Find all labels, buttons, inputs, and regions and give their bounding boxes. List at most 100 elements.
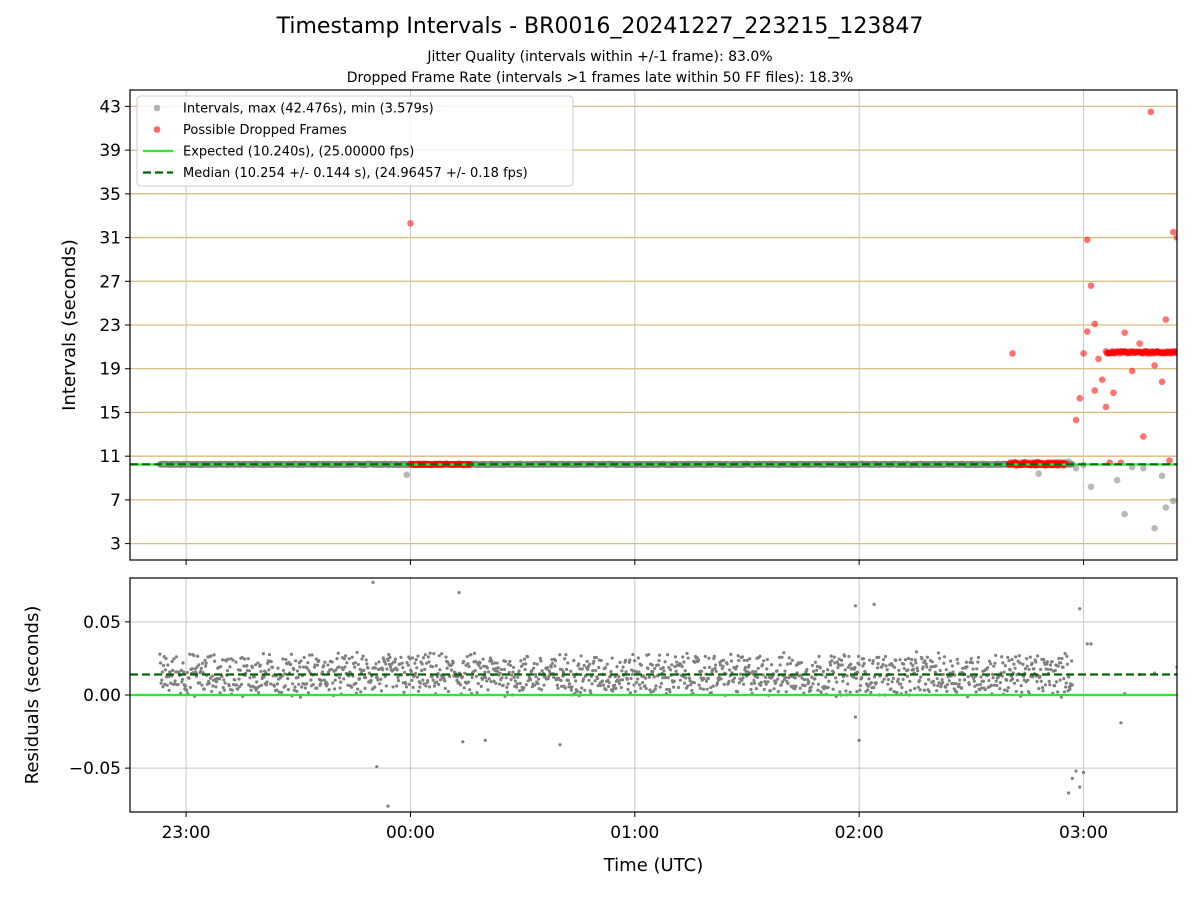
data-point: [1186, 349, 1193, 356]
data-point: [802, 691, 806, 695]
data-point: [159, 681, 163, 685]
data-point: [1089, 642, 1093, 646]
data-point: [343, 665, 347, 669]
data-point: [221, 685, 225, 690]
data-point: [457, 680, 461, 685]
data-point: [200, 661, 205, 666]
data-point: [1158, 472, 1166, 480]
data-point: [277, 690, 281, 694]
data-point: [752, 681, 757, 685]
data-point: [292, 667, 296, 672]
data-point: [861, 657, 866, 661]
data-point: [511, 665, 516, 670]
data-point: [762, 687, 766, 691]
data-point: [915, 666, 919, 670]
data-point: [869, 690, 873, 695]
data-point: [1028, 655, 1032, 659]
data-point: [1053, 684, 1057, 688]
data-point: [497, 682, 502, 686]
data-point: [1121, 510, 1128, 518]
data-point: [310, 653, 314, 657]
data-point: [1119, 721, 1123, 725]
data-point: [962, 678, 967, 682]
data-point: [1065, 654, 1069, 658]
data-point: [919, 675, 923, 679]
data-point: [886, 682, 890, 686]
data-point: [742, 682, 746, 686]
data-point: [518, 689, 522, 693]
data-point: [1188, 348, 1195, 355]
data-point: [816, 688, 820, 692]
data-point: [784, 690, 788, 694]
data-point: [170, 659, 174, 664]
data-point: [1025, 657, 1029, 661]
data-point: [958, 678, 962, 682]
data-point: [402, 690, 406, 694]
data-point: [374, 662, 378, 666]
data-point: [1072, 416, 1080, 424]
data-point: [659, 667, 663, 671]
data-point: [496, 669, 500, 674]
data-point: [692, 681, 696, 685]
data-point: [493, 661, 497, 665]
data-point: [990, 672, 995, 676]
data-point: [408, 657, 412, 661]
data-point: [337, 676, 342, 680]
legend-label: Possible Dropped Frames: [183, 123, 347, 138]
data-point: [323, 660, 327, 664]
data-point: [281, 668, 286, 673]
data-point: [936, 651, 940, 655]
data-point: [395, 684, 399, 688]
data-point: [598, 684, 603, 688]
data-point: [185, 689, 189, 693]
data-point: [900, 685, 904, 690]
data-point: [644, 686, 648, 691]
data-point: [905, 674, 909, 678]
data-point: [1180, 348, 1187, 355]
x-tick-label: 01:00: [610, 823, 659, 843]
data-point: [226, 657, 230, 661]
data-point: [700, 669, 704, 673]
data-point: [162, 655, 166, 659]
data-point: [835, 660, 839, 664]
data-point: [719, 677, 723, 681]
legend: Intervals, max (42.476s), min (3.579s) Po…: [136, 95, 574, 187]
data-point: [209, 654, 213, 658]
data-point: [402, 670, 407, 674]
data-point: [872, 602, 876, 606]
data-point: [259, 669, 263, 674]
data-point: [939, 685, 943, 689]
data-point: [536, 677, 541, 681]
data-point: [737, 681, 741, 685]
data-point: [1005, 689, 1009, 693]
data-point: [752, 678, 756, 682]
data-point: [869, 680, 874, 685]
data-point: [610, 656, 614, 660]
data-point: [703, 654, 707, 658]
data-point: [746, 670, 750, 674]
data-point: [876, 662, 880, 666]
data-point: [395, 668, 399, 672]
data-point: [1059, 695, 1063, 699]
y-tick-label: 11: [99, 447, 121, 467]
data-point: [923, 659, 927, 663]
data-point: [570, 685, 574, 689]
data-point: [521, 662, 525, 666]
data-point: [776, 677, 780, 681]
data-point: [284, 657, 288, 662]
data-point: [539, 659, 543, 663]
intervals-axes-frame: [129, 89, 1178, 561]
data-point: [405, 661, 409, 665]
y-tick-label: 23: [99, 316, 121, 336]
data-point: [1147, 108, 1155, 116]
data-point: [1026, 690, 1031, 694]
data-point: [707, 665, 712, 670]
data-point: [479, 684, 483, 688]
data-point: [185, 670, 189, 675]
data-point: [712, 654, 717, 658]
data-point: [473, 668, 477, 673]
data-point: [615, 665, 619, 669]
data-point: [592, 659, 596, 663]
data-point: [255, 680, 259, 684]
data-point: [553, 659, 558, 663]
